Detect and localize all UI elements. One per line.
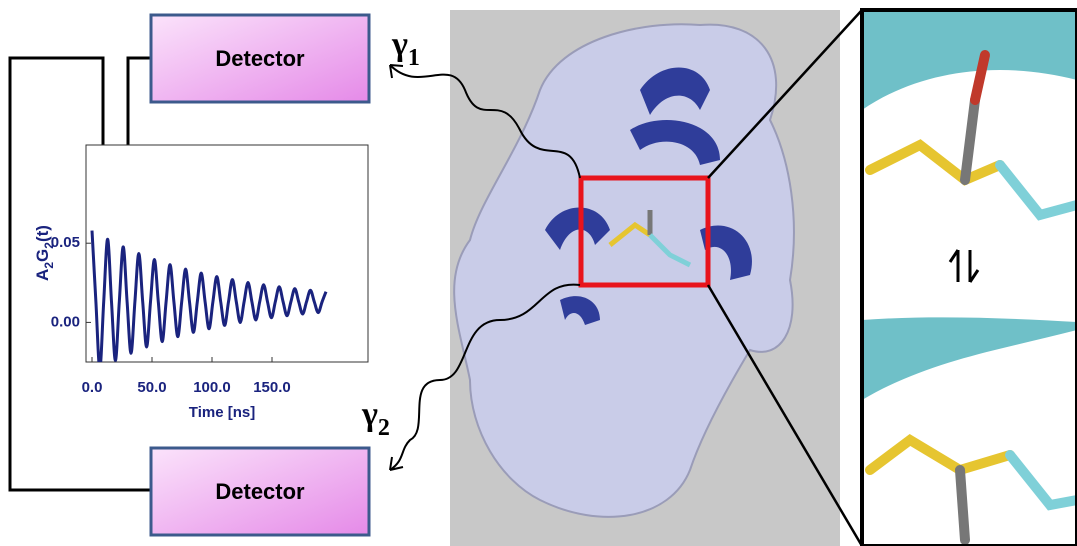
gamma-symbol: γ xyxy=(361,396,378,433)
gamma-symbol: γ xyxy=(391,26,408,63)
gamma-label: γ2 xyxy=(361,396,390,441)
y-tick-label: 0.00 xyxy=(51,313,80,330)
x-tick-label: 100.0 xyxy=(193,379,231,396)
y-axis-label-part: G xyxy=(33,249,52,262)
x-tick-label: 50.0 xyxy=(137,379,166,396)
x-tick-label: 0.0 xyxy=(82,379,103,396)
detector-label: Detector xyxy=(215,46,305,71)
y-axis-label-part: A xyxy=(33,269,52,281)
y-axis-label-part: (t) xyxy=(33,225,52,242)
gamma-label: γ1 xyxy=(391,26,420,71)
detector-label: Detector xyxy=(215,479,305,504)
figure: Detector Detector xyxy=(0,0,1077,546)
x-tick-label: 150.0 xyxy=(253,379,291,396)
y-tick-label: 0.05 xyxy=(51,234,80,251)
gamma-index: 2 xyxy=(378,415,390,441)
gamma-index: 1 xyxy=(408,45,420,71)
x-axis-label: Time [ns] xyxy=(189,404,255,421)
